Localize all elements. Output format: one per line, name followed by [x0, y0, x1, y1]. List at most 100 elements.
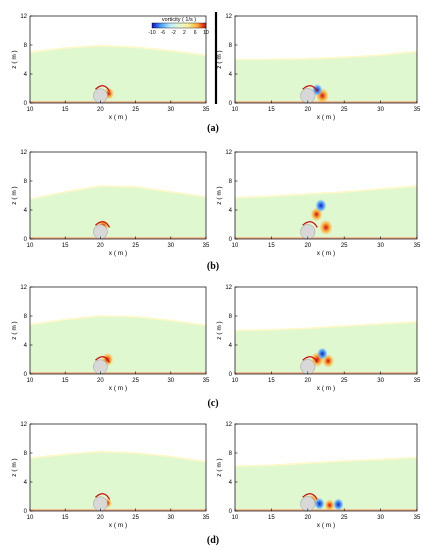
y-tick-label: 12 [20, 14, 27, 20]
shear-layer [95, 221, 111, 228]
x-tick-label: 25 [341, 378, 348, 384]
air-region [30, 424, 206, 462]
y-tick-label: 4 [24, 343, 28, 349]
y-tick-label: 12 [225, 150, 232, 156]
colorbar-tick-label: 2 [183, 30, 186, 36]
shear-layer [302, 493, 318, 500]
x-tick-label: 20 [304, 243, 311, 249]
colorbar-tick-label: 6 [194, 30, 197, 36]
panel-3-1: 10 15 20 25 30 35 0 4 8 12 x ( m ) z ( m ) [216, 422, 421, 529]
y-tick-label: 12 [225, 422, 232, 428]
seabed [235, 101, 417, 103]
vortex-1 [315, 199, 327, 212]
y-tick-label: 4 [229, 480, 233, 486]
y-tick-label: 12 [20, 150, 27, 156]
y-axis-label: z ( m ) [216, 186, 223, 204]
x-tick-label: 35 [414, 107, 421, 113]
air-region [235, 16, 417, 60]
air-region [30, 287, 206, 326]
x-tick-label: 25 [132, 378, 139, 384]
x-tick-label: 15 [62, 243, 69, 249]
water-surface [234, 321, 418, 332]
colorbar-title: vorticity ( 1/s ) [162, 17, 196, 23]
y-tick-label: 4 [229, 208, 233, 214]
y-tick-label: 4 [229, 343, 233, 349]
x-tick-label: 15 [268, 107, 275, 113]
y-axis-label: z ( m ) [216, 458, 223, 476]
panel-1-0: 10 15 20 25 30 35 0 4 8 12 x ( m ) z ( m ) [11, 150, 210, 257]
x-tick-label: 10 [27, 107, 34, 113]
plot-frame [234, 423, 418, 512]
y-tick-label: 4 [24, 72, 28, 78]
y-tick-label: 8 [24, 451, 28, 457]
seabed [235, 372, 417, 374]
subfigure-label: (b) [207, 261, 219, 272]
y-tick-label: 0 [229, 101, 233, 107]
shear-layer [302, 221, 318, 228]
x-tick-label: 20 [304, 107, 311, 113]
x-tick-label: 30 [167, 107, 174, 113]
shear-layer [95, 493, 111, 500]
x-axis-label: x ( m ) [317, 114, 335, 121]
seabed [30, 101, 206, 103]
x-tick-label: 25 [132, 515, 139, 521]
x-tick-label: 20 [304, 515, 311, 521]
x-tick-label: 35 [414, 515, 421, 521]
x-tick-label: 10 [27, 515, 34, 521]
shear-layer [302, 356, 318, 363]
y-tick-label: 4 [24, 480, 28, 486]
water-surface [234, 456, 418, 467]
x-tick-label: 30 [377, 515, 384, 521]
y-tick-label: 8 [229, 314, 233, 320]
y-tick-label: 8 [229, 451, 233, 457]
y-tick-label: 8 [24, 43, 28, 49]
x-tick-label: 15 [268, 515, 275, 521]
x-tick-label: 20 [97, 243, 104, 249]
x-tick-label: 10 [232, 515, 239, 521]
x-axis-label: x ( m ) [109, 385, 127, 392]
plot-frame [234, 286, 418, 375]
colorbar-tick-label: 10 [203, 30, 209, 36]
subfigure-label: (c) [207, 398, 218, 409]
panel-0-0: 10 15 20 25 30 35 0 4 8 12 x ( m ) z ( m ) [11, 14, 210, 121]
x-tick-label: 35 [203, 378, 210, 384]
x-tick-label: 35 [414, 243, 421, 249]
plot-frame [234, 151, 418, 240]
x-tick-label: 20 [304, 378, 311, 384]
water-surface [234, 185, 418, 199]
x-axis-label: x ( m ) [317, 385, 335, 392]
x-tick-label: 20 [97, 378, 104, 384]
air-region [235, 152, 417, 198]
x-axis-label: x ( m ) [109, 250, 127, 257]
x-axis-label: x ( m ) [109, 522, 127, 529]
water-surface [29, 44, 207, 56]
y-tick-label: 12 [20, 422, 27, 428]
x-tick-label: 10 [232, 378, 239, 384]
y-tick-label: 0 [229, 509, 233, 515]
y-axis-label: z ( m ) [216, 321, 223, 339]
y-tick-label: 0 [229, 372, 233, 378]
y-tick-label: 4 [229, 72, 233, 78]
vortex-2 [319, 219, 333, 235]
plot-frame [29, 423, 207, 512]
x-tick-label: 10 [27, 243, 34, 249]
x-tick-label: 15 [62, 515, 69, 521]
x-tick-label: 20 [97, 107, 104, 113]
y-axis-label: z ( m ) [11, 458, 18, 476]
x-tick-label: 30 [167, 243, 174, 249]
x-tick-label: 30 [377, 107, 384, 113]
air-region [30, 152, 206, 200]
x-tick-label: 25 [132, 107, 139, 113]
air-region [235, 287, 417, 331]
x-tick-label: 15 [268, 378, 275, 384]
x-tick-label: 10 [27, 378, 34, 384]
subfigure-label: (d) [207, 535, 219, 546]
x-tick-label: 30 [377, 243, 384, 249]
colorbar-tick-label: -2 [171, 30, 176, 36]
y-tick-label: 12 [225, 14, 232, 20]
x-axis-label: x ( m ) [317, 522, 335, 529]
seabed [30, 237, 206, 239]
y-tick-label: 12 [225, 285, 232, 291]
panel-0-1: 10 15 20 25 30 35 0 4 8 12 x ( m ) z ( m ) [216, 14, 421, 121]
seabed [235, 237, 417, 239]
